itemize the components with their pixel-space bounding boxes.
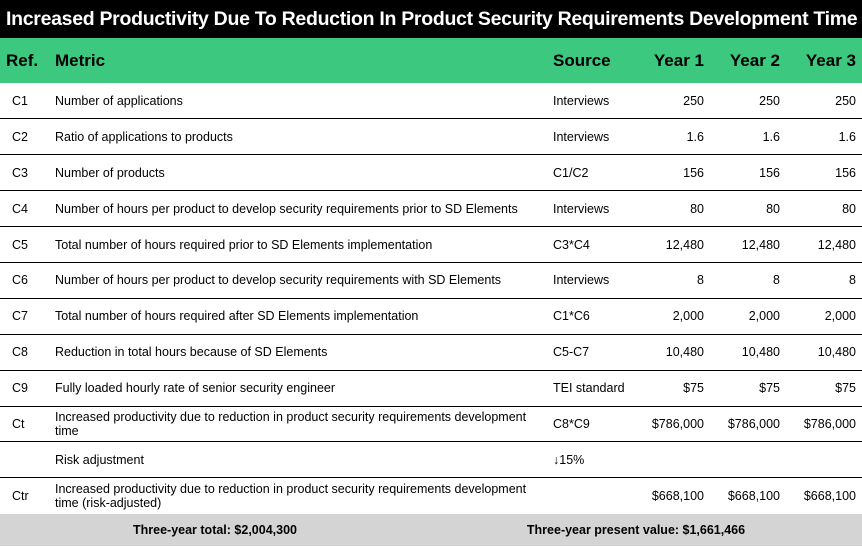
cell-source: C5-C7 <box>553 345 590 360</box>
cell-source: ↓15% <box>553 452 585 467</box>
cell-year-1: 2,000 <box>672 309 704 324</box>
cell-year-3: 156 <box>835 165 856 180</box>
cell-metric: Reduction in total hours because of SD E… <box>55 345 328 360</box>
cell-year-3: $75 <box>835 381 856 396</box>
cell-year-2: 80 <box>766 201 780 216</box>
cell-metric: Increased productivity due to reduction … <box>55 409 527 438</box>
table-row: Risk adjustment ↓15% <box>0 442 862 478</box>
cell-year-1: 156 <box>683 165 704 180</box>
totals-footer: Three-year total: $2,004,300 Three-year … <box>0 513 862 546</box>
cell-year-1: 12,480 <box>665 237 704 252</box>
cell-year-3: 250 <box>835 93 856 108</box>
table-row: C7 Total number of hours required after … <box>0 298 862 335</box>
cell-year-2: $75 <box>759 381 780 396</box>
header-year-1: Year 1 <box>653 50 704 70</box>
cell-year-2: 12,480 <box>741 237 780 252</box>
cell-year-2: $786,000 <box>727 416 780 431</box>
table-row: C3 Number of products C1/C2 156 156 156 <box>0 155 862 191</box>
table-row: Ct Increased productivity due to reducti… <box>0 406 862 442</box>
table-row: C9 Fully loaded hourly rate of senior se… <box>0 370 862 407</box>
cell-year-3: 8 <box>849 273 856 288</box>
cell-year-3: $786,000 <box>803 416 856 431</box>
cell-ref: C3 <box>12 165 28 180</box>
cell-metric: Increased productivity due to reduction … <box>55 481 527 510</box>
cell-year-1: 80 <box>690 201 704 216</box>
table-row: Ctr Increased productivity due to reduct… <box>0 478 862 514</box>
cell-year-2: 2,000 <box>748 309 780 324</box>
table-row: C1 Number of applications Interviews 250… <box>0 83 862 119</box>
cell-ref: Ctr <box>12 488 29 503</box>
cell-year-1: $668,100 <box>651 488 704 503</box>
cell-source: Interviews <box>553 129 610 144</box>
cell-metric: Total number of hours required after SD … <box>55 309 419 324</box>
cell-ref: C6 <box>12 273 28 288</box>
cell-metric: Number of hours per product to develop s… <box>55 201 518 216</box>
cell-source: C8*C9 <box>553 416 590 431</box>
cell-ref: C4 <box>12 201 28 216</box>
cell-source <box>547 478 634 514</box>
cell-source: C1/C2 <box>553 165 589 180</box>
cell-year-2: 8 <box>773 273 780 288</box>
cell-year-3: 2,000 <box>824 309 856 324</box>
cell-year-3: 10,480 <box>817 345 856 360</box>
header-metric: Metric <box>55 50 106 70</box>
three-year-present-value: Three-year present value: $1,661,466 <box>526 522 746 537</box>
cell-ref: C5 <box>12 237 28 252</box>
cell-metric: Number of hours per product to develop s… <box>55 273 502 288</box>
three-year-total: Three-year total: $2,004,300 <box>133 522 297 537</box>
cell-source: Interviews <box>553 201 610 216</box>
table-row: C8 Reduction in total hours because of S… <box>0 334 862 371</box>
table-row: C5 Total number of hours required prior … <box>0 227 862 263</box>
table-title: Increased Productivity Due To Reduction … <box>0 0 862 38</box>
cell-metric: Number of applications <box>55 93 183 108</box>
cell-year-2: 1.6 <box>762 129 780 144</box>
cell-metric: Total number of hours required prior to … <box>55 237 433 252</box>
cell-source: C3*C4 <box>553 237 590 252</box>
table-row: C4 Number of hours per product to develo… <box>0 191 862 227</box>
cell-source: Interviews <box>553 273 610 288</box>
cell-year-1: 8 <box>697 273 704 288</box>
cell-source: TEI standard <box>553 381 625 396</box>
cell-year-2: 250 <box>759 93 780 108</box>
cell-ref: C2 <box>12 129 28 144</box>
cell-year-1: 10,480 <box>665 345 704 360</box>
cell-metric: Number of products <box>55 165 165 180</box>
cell-metric: Risk adjustment <box>55 452 144 467</box>
cell-year-3: 12,480 <box>817 237 856 252</box>
cell-year-1 <box>634 442 710 478</box>
cell-ref: Ct <box>12 416 25 431</box>
cell-year-3 <box>786 442 862 478</box>
cell-year-1: $75 <box>683 381 704 396</box>
cell-year-3: 80 <box>842 201 856 216</box>
cell-ref <box>0 442 49 478</box>
cell-year-1: $786,000 <box>651 416 704 431</box>
header-year-3: Year 3 <box>805 50 856 70</box>
metrics-table: Ref. Metric Source Year 1 Year 2 Year 3 … <box>0 38 862 514</box>
cell-year-2: 10,480 <box>741 345 780 360</box>
cell-metric: Ratio of applications to products <box>55 129 233 144</box>
cell-source: C1*C6 <box>553 309 590 324</box>
header-source: Source <box>553 50 611 70</box>
table-row: C2 Ratio of applications to products Int… <box>0 119 862 155</box>
header-year-2: Year 2 <box>729 50 780 70</box>
table-row: C6 Number of hours per product to develo… <box>0 262 862 299</box>
cell-year-1: 250 <box>683 93 704 108</box>
header-ref: Ref. <box>6 50 39 70</box>
cell-metric: Fully loaded hourly rate of senior secur… <box>55 381 336 396</box>
header-row: Ref. Metric Source Year 1 Year 2 Year 3 <box>0 38 862 83</box>
cell-source: Interviews <box>553 93 610 108</box>
cell-year-3: 1.6 <box>838 129 856 144</box>
cell-ref: C9 <box>12 381 28 396</box>
cell-year-1: 1.6 <box>686 129 704 144</box>
cell-ref: C1 <box>12 93 28 108</box>
cell-year-2: $668,100 <box>727 488 780 503</box>
cell-year-2 <box>710 442 786 478</box>
cell-ref: C8 <box>12 345 28 360</box>
cell-year-2: 156 <box>759 165 780 180</box>
cell-year-3: $668,100 <box>803 488 856 503</box>
cell-ref: C7 <box>12 309 28 324</box>
